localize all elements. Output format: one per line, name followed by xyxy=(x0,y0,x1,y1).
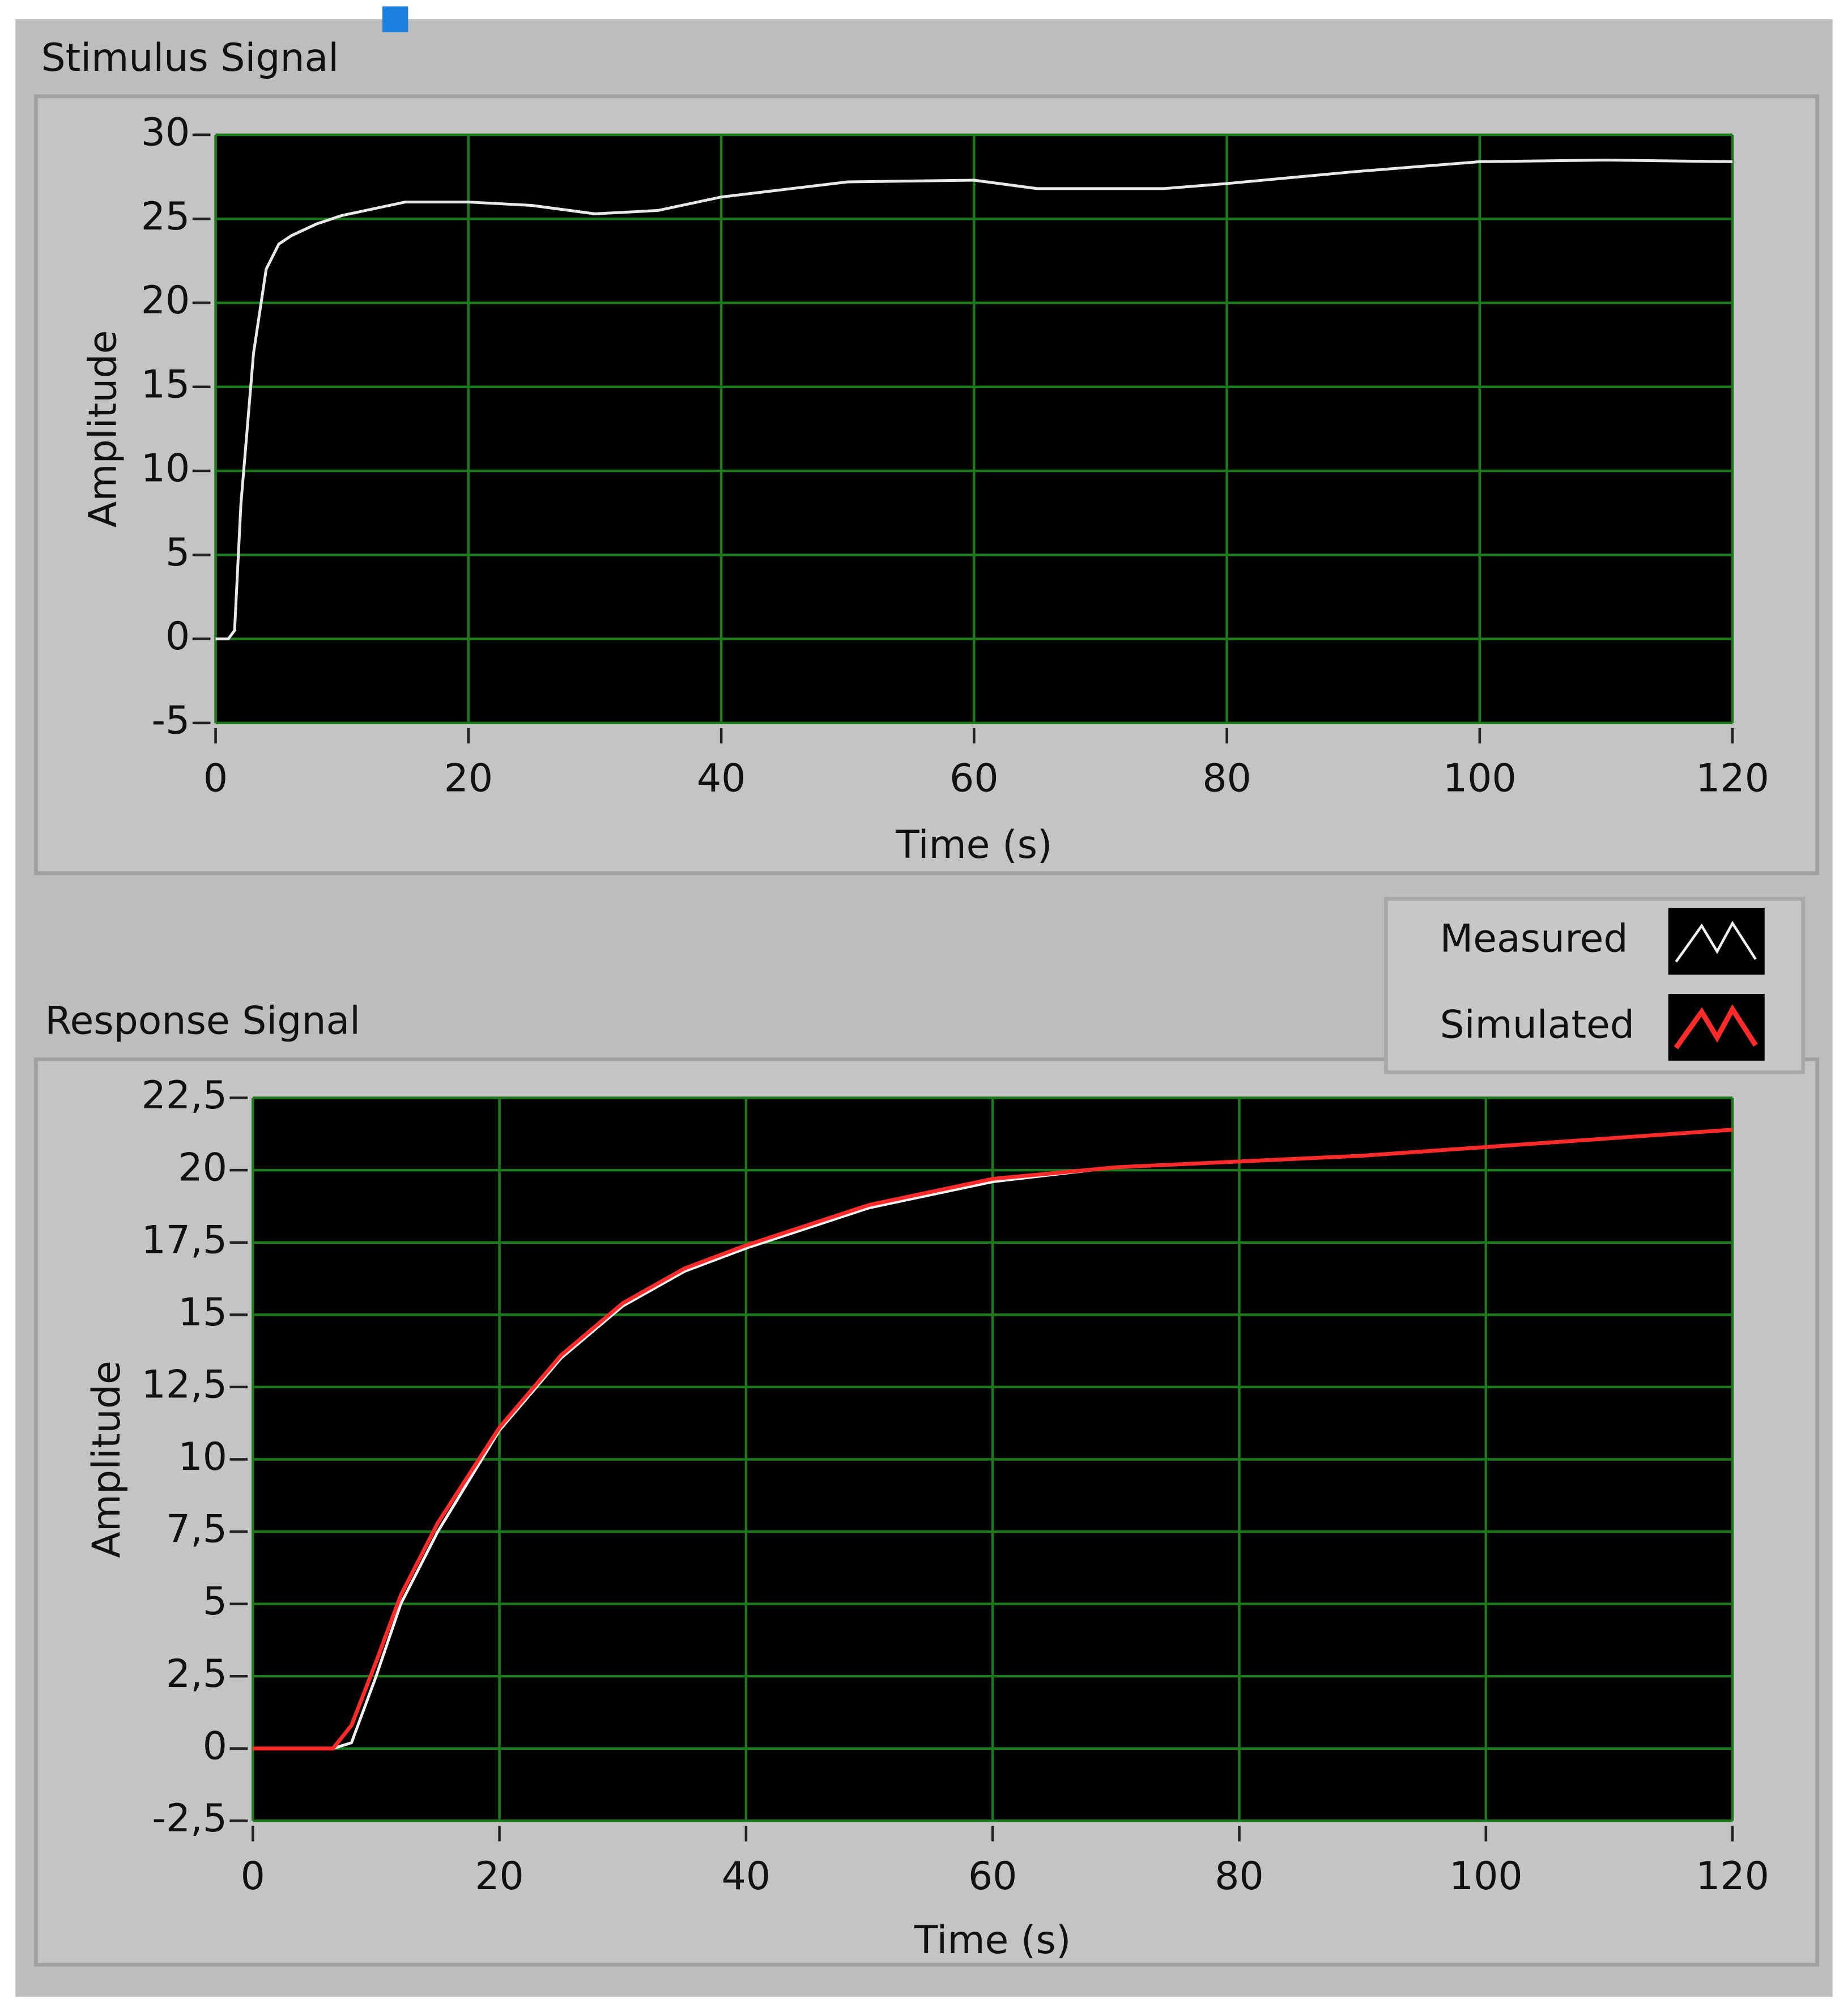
y-tick-label: 12,5 xyxy=(142,1362,227,1407)
legend-swatch xyxy=(1668,994,1765,1061)
x-tick-label: 100 xyxy=(1443,756,1517,801)
y-tick-label: 20 xyxy=(141,278,190,323)
data-line xyxy=(215,158,1733,641)
x-tick-label: 20 xyxy=(475,1854,523,1899)
y-tick-label: 10 xyxy=(178,1435,227,1479)
x-tick-label: 40 xyxy=(697,756,746,801)
legend-label: Measured xyxy=(1440,917,1628,962)
y-tick-label: 15 xyxy=(141,362,190,407)
x-tick-label: 100 xyxy=(1449,1854,1523,1899)
legend-swatch xyxy=(1668,908,1765,975)
y-tick-label: -2,5 xyxy=(152,1796,227,1841)
data-line xyxy=(253,1128,1733,1751)
y-axis-label: Amplitude xyxy=(80,330,125,528)
graph-title: Response Signal xyxy=(45,999,360,1044)
x-axis-label: Time (s) xyxy=(895,823,1052,868)
y-tick-label: 5 xyxy=(203,1579,227,1624)
graph-title: Stimulus Signal xyxy=(41,36,339,80)
y-tick-label: 0 xyxy=(165,614,190,659)
y-tick-label: 22,5 xyxy=(142,1073,227,1118)
y-tick-label: 25 xyxy=(141,194,190,239)
x-tick-label: 40 xyxy=(722,1854,770,1899)
y-tick-label: 0 xyxy=(203,1724,227,1768)
y-tick-label: 20 xyxy=(178,1146,227,1190)
y-tick-label: 2,5 xyxy=(166,1652,227,1696)
y-tick-label: 30 xyxy=(141,110,190,155)
y-tick-label: 15 xyxy=(178,1290,227,1335)
x-tick-label: 0 xyxy=(203,756,228,801)
x-tick-label: 80 xyxy=(1202,756,1251,801)
y-tick-label: 17,5 xyxy=(142,1218,227,1262)
y-tick-label: -5 xyxy=(151,698,190,743)
legend-line xyxy=(1675,920,1757,963)
selection-handle xyxy=(382,6,408,32)
x-tick-label: 80 xyxy=(1215,1854,1263,1899)
x-tick-label: 60 xyxy=(968,1854,1017,1899)
x-tick-label: 0 xyxy=(241,1854,265,1899)
y-axis-label: Amplitude xyxy=(84,1360,129,1558)
y-tick-label: 7,5 xyxy=(166,1507,227,1552)
legend-line xyxy=(1674,1004,1758,1049)
x-tick-label: 60 xyxy=(949,756,998,801)
x-tick-label: 20 xyxy=(444,756,493,801)
y-tick-label: 5 xyxy=(165,530,190,575)
x-tick-label: 120 xyxy=(1696,756,1769,801)
x-axis-label: Time (s) xyxy=(914,1918,1071,1963)
legend-label: Simulated xyxy=(1440,1002,1634,1047)
y-tick-label: 10 xyxy=(141,447,190,491)
x-tick-label: 120 xyxy=(1696,1854,1769,1899)
